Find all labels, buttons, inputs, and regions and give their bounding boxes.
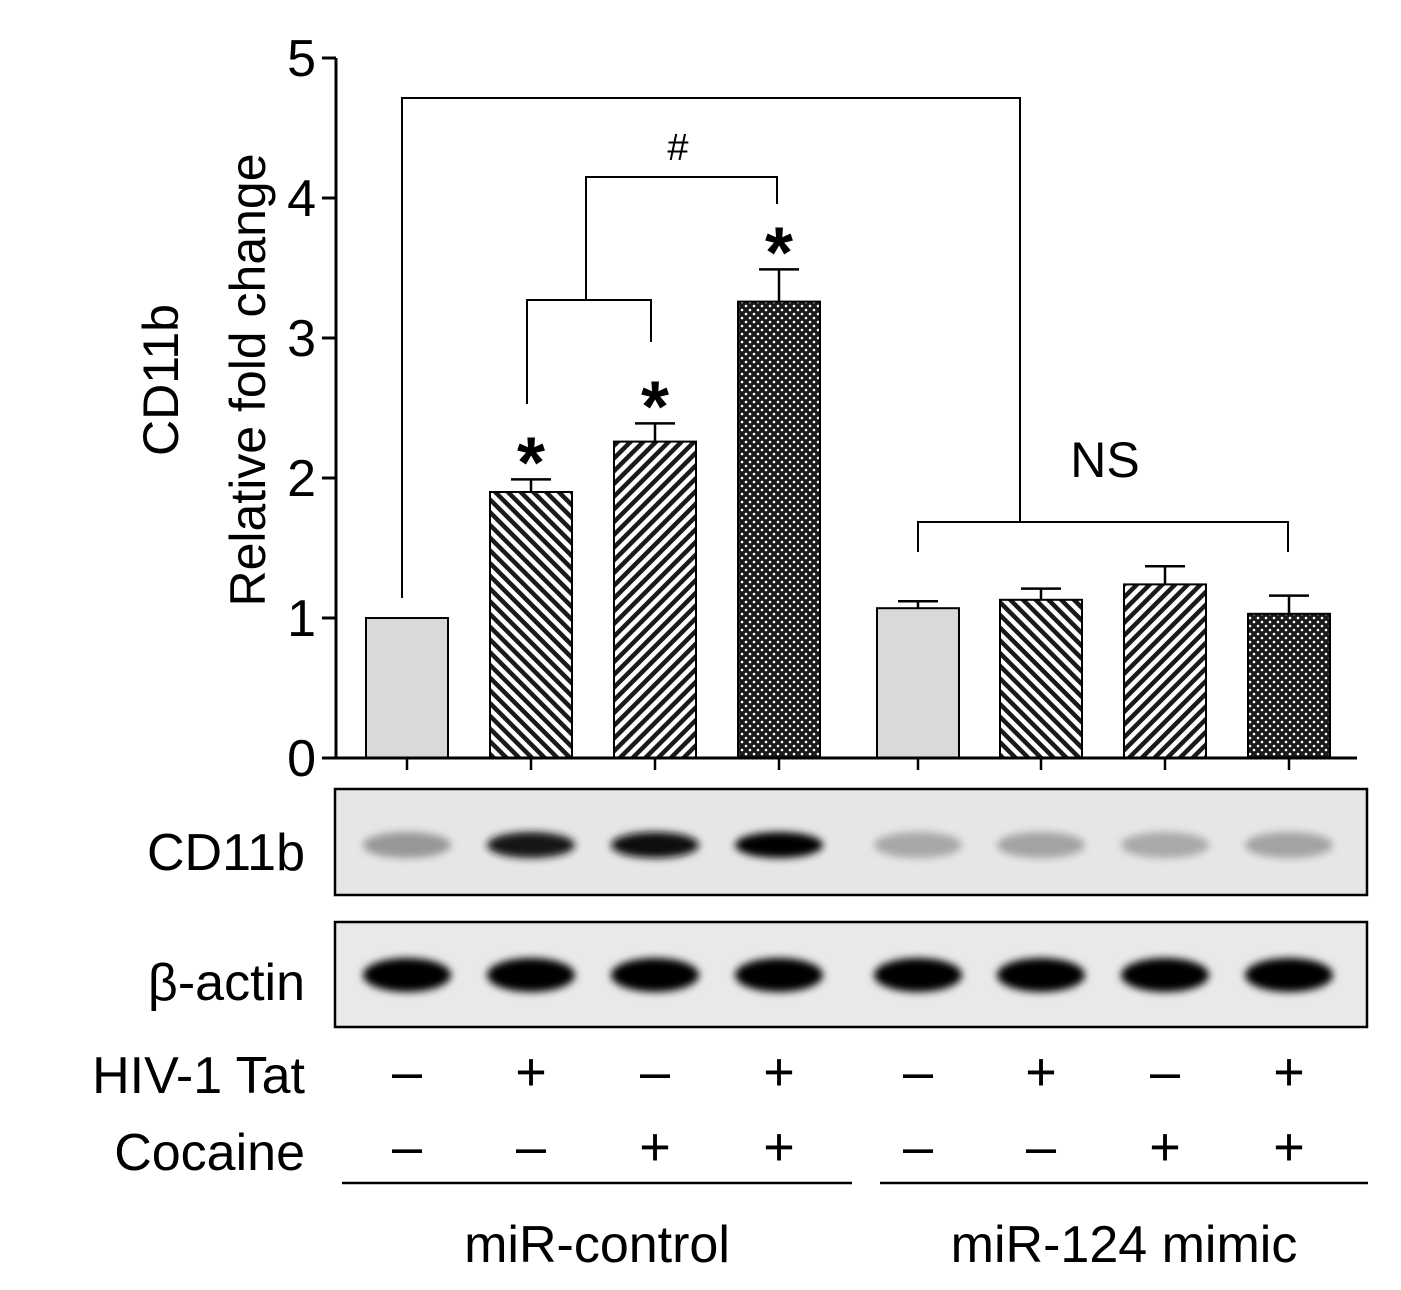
- tat-mark: +: [1273, 1042, 1305, 1102]
- actin-band: [874, 958, 962, 992]
- y-tick-label: 3: [287, 310, 316, 368]
- cd11b-band: [611, 832, 699, 858]
- significance-marks: * * *: [517, 213, 793, 503]
- bar: [999, 598, 1083, 759]
- cd11b-band: [735, 832, 823, 858]
- cocaine-mark: +: [1273, 1117, 1305, 1177]
- cocaine-mark: –: [1026, 1117, 1056, 1177]
- condition-marks: – + – + – + – + – – + + – – + +: [392, 1042, 1305, 1177]
- ns-label: NS: [1070, 432, 1139, 488]
- bracket-overall: [401, 97, 1021, 598]
- cd11b-band: [1121, 832, 1209, 858]
- cocaine-mark: +: [763, 1117, 795, 1177]
- tat-mark: +: [763, 1042, 795, 1102]
- y-tick-label: 2: [287, 450, 316, 508]
- tat-mark: –: [1150, 1042, 1180, 1102]
- bars: [365, 268, 1331, 760]
- cd11b-band: [997, 832, 1085, 858]
- bracket-ns: [917, 521, 1289, 552]
- y-axis-title-line1: CD11b: [133, 304, 189, 456]
- bar: [365, 617, 449, 759]
- significance-asterisk: *: [517, 423, 545, 503]
- cd11b-band: [874, 832, 962, 858]
- cocaine-mark: +: [1149, 1117, 1181, 1177]
- actin-blot-label: β-actin: [148, 954, 305, 1012]
- cd11b-band: [363, 832, 451, 858]
- tat-mark: –: [392, 1042, 422, 1102]
- cocaine-mark: +: [639, 1117, 671, 1177]
- tat-mark: –: [903, 1042, 933, 1102]
- bracket-hash: [585, 176, 778, 300]
- cocaine-mark: –: [516, 1117, 546, 1177]
- actin-band: [1121, 958, 1209, 992]
- bar: [489, 491, 573, 759]
- tat-mark: –: [640, 1042, 670, 1102]
- actin-band: [611, 958, 699, 992]
- x-axis: [336, 756, 1357, 770]
- tat-mark: +: [1025, 1042, 1057, 1102]
- bar: [876, 607, 960, 760]
- y-tick-label: 4: [287, 170, 316, 228]
- bar: [1123, 583, 1207, 760]
- cd11b-band: [487, 832, 575, 858]
- tat-mark: +: [515, 1042, 547, 1102]
- group1-label: miR-control: [464, 1216, 730, 1274]
- cocaine-row-label: Cocaine: [114, 1124, 305, 1182]
- actin-band: [487, 958, 575, 992]
- bar: [613, 440, 697, 759]
- y-axis-title-line2: Relative fold change: [220, 153, 276, 606]
- actin-band: [997, 958, 1085, 992]
- bar: [737, 300, 821, 759]
- hash-label: #: [667, 127, 688, 169]
- cocaine-mark: –: [903, 1117, 933, 1177]
- actin-bands: [363, 958, 1333, 992]
- y-axis: 0 1 2 3 4 5: [287, 30, 338, 788]
- group2-label: miR-124 mimic: [951, 1216, 1298, 1274]
- actin-band: [1245, 958, 1333, 992]
- y-tick-label: 1: [287, 590, 316, 648]
- cd11b-blot-label: CD11b: [147, 824, 305, 882]
- significance-brackets: [401, 97, 1289, 598]
- cocaine-mark: –: [392, 1117, 422, 1177]
- bar: [1247, 612, 1331, 759]
- actin-band: [735, 958, 823, 992]
- significance-asterisk: *: [765, 213, 793, 293]
- actin-band: [363, 958, 451, 992]
- cd11b-bands: [363, 832, 1333, 858]
- bracket-tat-cocaine: [526, 299, 652, 404]
- y-tick-label: 5: [287, 30, 316, 88]
- tat-row-label: HIV-1 Tat: [92, 1047, 305, 1105]
- cd11b-band: [1245, 832, 1333, 858]
- y-tick-label: 0: [287, 730, 316, 788]
- significance-asterisk: *: [641, 367, 669, 447]
